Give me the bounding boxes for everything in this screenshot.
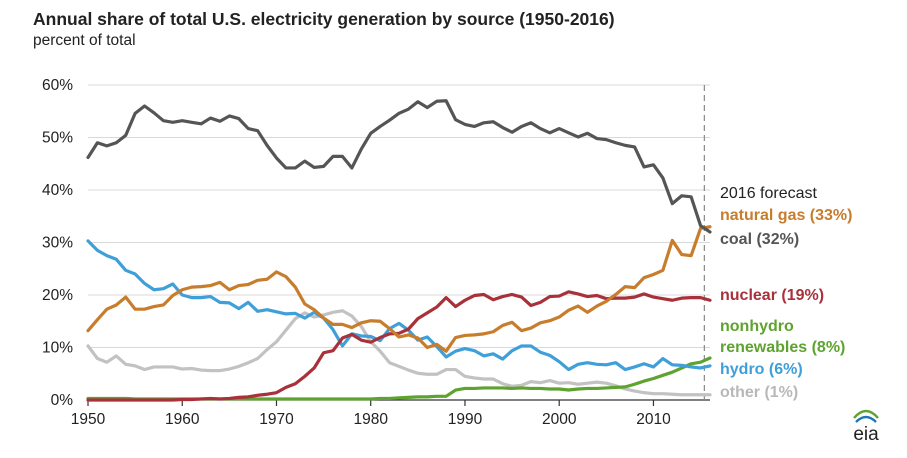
series-line-other: [86, 309, 712, 397]
legend-label-natural-gas: natural gas (33%): [720, 207, 852, 224]
legend-label-nonhydro1: nonhydro: [720, 318, 794, 335]
legend-label-nonhydro2: renewables (8%): [720, 339, 845, 356]
y-tick-label: 60%: [42, 77, 73, 94]
legend-label-forecast: 2016 forecast: [720, 185, 818, 202]
series-line-natural-gas: [86, 225, 712, 353]
x-tick-label: 2000: [542, 411, 577, 428]
y-axis-ticks: 0% 10% 20% 30% 40% 50% 60%: [42, 77, 73, 409]
gridlines: [88, 84, 710, 348]
x-tick-label: 1980: [353, 411, 388, 428]
y-tick-label: 50%: [42, 130, 73, 147]
y-tick-label: 30%: [42, 235, 73, 252]
y-tick-label: 10%: [42, 340, 73, 357]
legend-label-nuclear: nuclear (19%): [720, 287, 824, 304]
x-tick-label: 1960: [165, 411, 200, 428]
y-tick-label: 20%: [42, 287, 73, 304]
legend: 2016 forecast natural gas (33%) coal (32%)…: [720, 185, 852, 401]
x-tick-label: 2010: [636, 411, 671, 428]
chart-title: Annual share of total U.S. electricity g…: [33, 9, 615, 29]
x-tick-label: 1990: [448, 411, 483, 428]
y-tick-label: 40%: [42, 182, 73, 199]
series-lines: [86, 99, 712, 402]
logo-arc-blue: [855, 415, 877, 423]
y-tick-label: 0%: [51, 392, 74, 409]
logo-arc-green: [853, 409, 879, 419]
series-line-coal: [86, 99, 712, 234]
logo-text: eia: [853, 424, 879, 445]
x-tick-label: 1970: [259, 411, 294, 428]
legend-label-other: other (1%): [720, 384, 798, 401]
series-line-hydro: [86, 239, 712, 372]
legend-label-coal: coal (32%): [720, 231, 799, 248]
x-tick-label: 1950: [71, 411, 106, 428]
legend-label-hydro: hydro (6%): [720, 361, 803, 378]
x-axis: 1950 1960 1970 1980 1990 2000 2010: [71, 399, 710, 428]
eia-logo: eia: [853, 409, 879, 445]
chart-subtitle: percent of total: [33, 32, 136, 49]
series-line-nuclear: [86, 290, 712, 402]
